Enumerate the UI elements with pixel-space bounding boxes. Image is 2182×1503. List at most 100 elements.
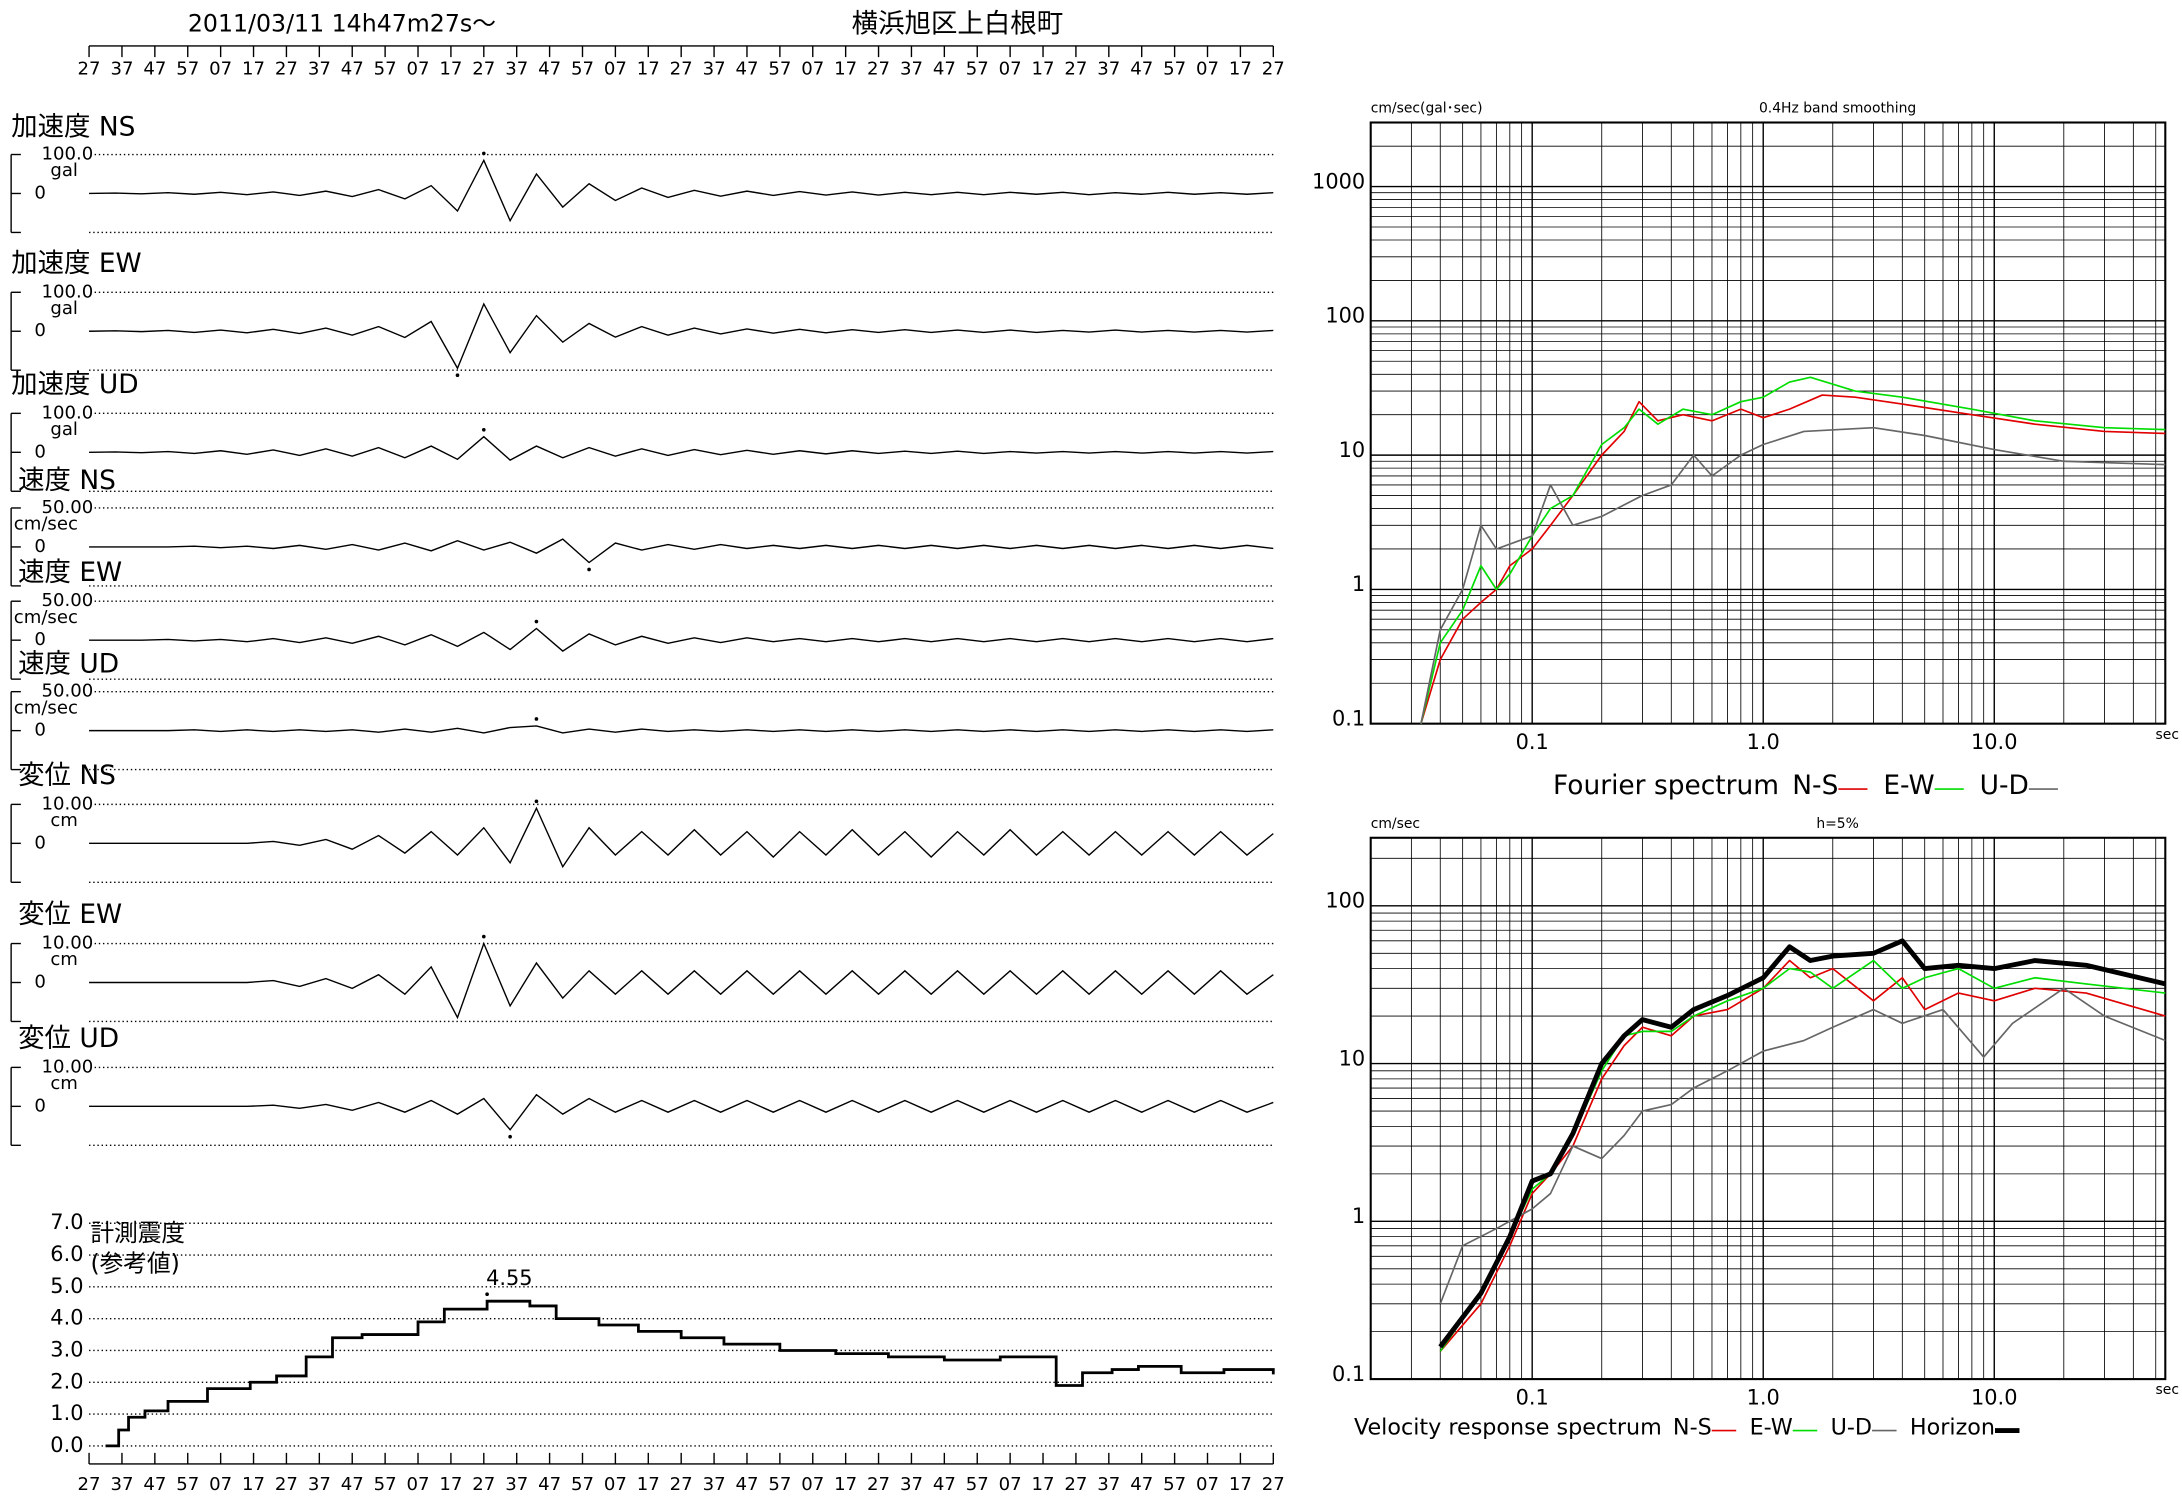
time-tick-label: 57	[176, 59, 199, 80]
time-tick-label: 57	[966, 1474, 989, 1495]
time-tick-label: 27	[472, 1474, 495, 1495]
time-tick-label: 17	[1229, 1474, 1252, 1495]
y-tick-label: 50.00	[41, 681, 93, 702]
y-axis-title: cm/sec(gal･sec)	[1371, 101, 1483, 117]
x-tick-label: 0.1	[1516, 730, 1549, 754]
time-tick-label: 57	[768, 1474, 791, 1495]
y-tick-label: 100.0	[41, 144, 93, 165]
waveform	[89, 302, 1274, 370]
time-tick-label: 07	[999, 1474, 1022, 1495]
time-tick-label: 47	[143, 1474, 166, 1495]
spectrum-line	[1439, 987, 2166, 1305]
time-tick-label: 57	[966, 59, 989, 80]
y-tick-label: 0	[34, 720, 46, 741]
intensity-line	[105, 1299, 1275, 1448]
y-tick-label: 0	[34, 182, 46, 203]
panel-title: 速度 EW	[18, 557, 122, 588]
time-tick-label: 47	[143, 59, 166, 80]
time-tick-label: 17	[439, 59, 462, 80]
panel-title: 加速度 NS	[11, 112, 135, 143]
y-tick-label: 10.00	[41, 933, 93, 954]
chart-subtitle: 0.4Hz band smoothing	[1759, 101, 1916, 117]
record-time: 2011/03/11 14h47m27s〜	[188, 10, 496, 38]
time-tick-label: 57	[571, 1474, 594, 1495]
time-tick-label: 37	[703, 59, 726, 80]
y-tick-label: 2.0	[50, 1369, 83, 1393]
peak-dot	[534, 619, 539, 624]
time-tick-label: 17	[637, 1474, 660, 1495]
waveform	[89, 1093, 1274, 1131]
y-tick-label: 0	[34, 972, 46, 993]
time-tick-label: 27	[1064, 59, 1087, 80]
peak-dot	[508, 1134, 512, 1139]
unit-label: cm	[50, 810, 78, 831]
time-tick-label: 27	[670, 59, 693, 80]
station-name: 横浜旭区上白根町	[852, 9, 1064, 40]
unit-label: gal	[50, 298, 78, 319]
y-tick-label: 1	[1352, 1204, 1365, 1228]
unit-label: cm	[50, 949, 78, 970]
time-tick-label: 37	[900, 1474, 923, 1495]
plot-frame	[1369, 121, 2167, 725]
time-tick-label: 27	[1064, 1474, 1087, 1495]
peak-dot	[455, 373, 460, 378]
unit-label: gal	[50, 419, 78, 440]
legend-label: N-S	[1792, 770, 1838, 801]
time-tick-label: 37	[900, 59, 923, 80]
peak-dot	[534, 717, 539, 721]
time-tick-label: 37	[505, 59, 528, 80]
time-tick-label: 07	[604, 59, 627, 80]
legend-label: N-S	[1673, 1414, 1712, 1440]
time-tick-label: 57	[768, 59, 791, 80]
panel-title: 変位 UD	[18, 1023, 119, 1054]
peak-label: 4.55	[486, 1266, 532, 1290]
y-tick-label: 1.0	[50, 1401, 83, 1425]
time-tick-label: 17	[1229, 59, 1252, 80]
waveform	[89, 725, 1274, 734]
x-tick-label: 10.0	[1971, 730, 2017, 754]
time-tick-label: 47	[735, 1474, 758, 1495]
spectrum-line	[1420, 426, 2166, 724]
plot-frame	[1369, 836, 2167, 1381]
time-tick-label: 07	[209, 59, 232, 80]
time-tick-label: 27	[670, 1474, 693, 1495]
y-tick-label: 6.0	[50, 1242, 83, 1266]
time-tick-label: 07	[1196, 1474, 1219, 1495]
spectrum-line	[1438, 938, 2166, 1349]
unit-label: cm/sec	[14, 607, 78, 628]
panel-title: 速度 UD	[18, 649, 119, 680]
y-tick-label: 0.0	[50, 1433, 83, 1457]
y-tick-label: 3.0	[50, 1337, 83, 1361]
y-tick-label: 0	[34, 320, 46, 341]
time-tick-label: 27	[275, 59, 298, 80]
legend-title: Fourier spectrum	[1553, 770, 1779, 801]
time-tick-label: 07	[1196, 59, 1219, 80]
panel-title: 変位 NS	[18, 760, 116, 791]
time-tick-label: 27	[1262, 59, 1285, 80]
time-tick-label: 47	[1130, 1474, 1153, 1495]
time-tick-label: 57	[374, 59, 397, 80]
peak-dot	[485, 1292, 489, 1297]
x-tick-label: 1.0	[1747, 1386, 1780, 1410]
y-tick-label: 50.00	[41, 590, 93, 611]
time-tick-label: 07	[999, 59, 1022, 80]
time-tick-label: 57	[1163, 59, 1186, 80]
time-tick-label: 37	[1097, 59, 1120, 80]
panel-title: 加速度 EW	[11, 248, 142, 279]
time-tick-label: 17	[1032, 59, 1055, 80]
unit-label: gal	[50, 160, 78, 181]
x-tick-label: 1.0	[1747, 730, 1780, 754]
y-tick-label: 4.0	[50, 1306, 83, 1330]
y-tick-label: 100.0	[41, 281, 93, 302]
peak-dot	[481, 151, 486, 156]
y-tick-label: 1	[1352, 572, 1365, 596]
time-tick-label: 07	[407, 59, 430, 80]
time-tick-label: 27	[472, 59, 495, 80]
waveform	[89, 627, 1274, 652]
waveform	[89, 806, 1274, 869]
peak-dot	[481, 427, 486, 432]
unit-label: cm/sec	[14, 697, 78, 718]
time-tick-label: 47	[933, 59, 956, 80]
y-tick-label: 50.00	[41, 497, 93, 518]
